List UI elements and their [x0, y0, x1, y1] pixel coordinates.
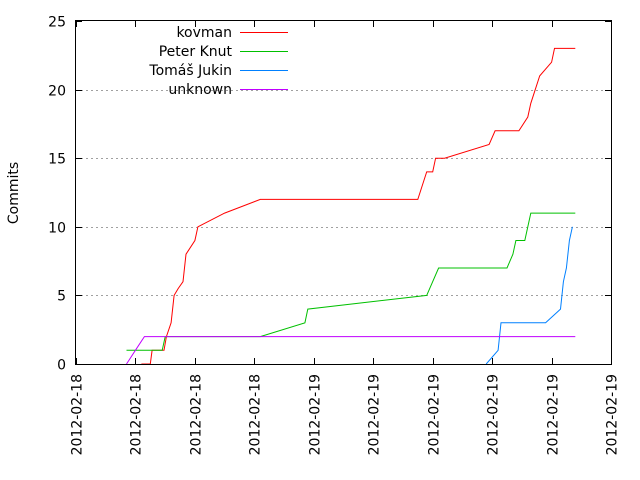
y-tick-label: 10: [48, 221, 66, 237]
y-tick-label: 5: [57, 289, 66, 305]
y-tick-label: 25: [48, 15, 66, 31]
y-tick-label: 0: [57, 358, 66, 374]
plot-frame: [75, 20, 612, 365]
axis-ticks: [76, 21, 612, 365]
series-lines: [126, 47, 576, 365]
x-tick-label: 2012-02-19: [546, 374, 562, 455]
y-tick-label: 15: [48, 152, 66, 168]
series-line-2: [485, 226, 573, 365]
x-tick-label: 2012-02-18: [129, 374, 145, 455]
series-line-3: [126, 336, 576, 365]
series-line-1: [126, 212, 576, 351]
legend-label: unknown: [168, 82, 232, 98]
legend: kovman Peter Knut Tomáš Jukin unknown: [148, 25, 288, 98]
x-tick-label: 2012-02-18: [70, 374, 86, 455]
x-tick-label: 2012-02-19: [486, 374, 502, 455]
x-tick-label: 2012-02-19: [605, 374, 621, 455]
x-tick-label: 2012-02-18: [248, 374, 264, 455]
y-axis-label: Commits: [6, 162, 22, 224]
x-tick-label: 2012-02-19: [367, 374, 383, 455]
legend-label: Peter Knut: [159, 44, 233, 60]
x-tick-label: 2012-02-19: [308, 374, 324, 455]
legend-label: Tomáš Jukin: [148, 63, 232, 79]
x-tick-label: 2012-02-19: [427, 374, 443, 455]
grid-lines: [76, 90, 611, 296]
y-tick-label: 20: [48, 84, 66, 100]
x-tick-label: 2012-02-18: [189, 374, 205, 455]
legend-label: kovman: [176, 25, 232, 41]
x-tick-labels: 2012-02-18 2012-02-18 2012-02-18 2012-02-18…: [70, 374, 621, 455]
y-tick-labels: 0 5 10 15 20 25: [48, 15, 66, 374]
series-line-0: [141, 47, 576, 365]
